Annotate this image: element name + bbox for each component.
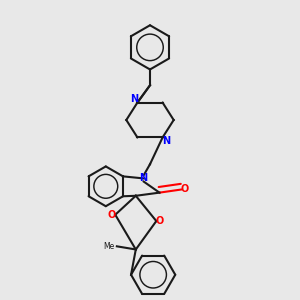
Text: Me: Me [103,242,115,251]
Text: O: O [181,184,189,194]
Text: O: O [108,210,116,220]
Text: O: O [155,216,164,226]
Text: N: N [162,136,170,146]
Text: N: N [140,173,148,183]
Text: N: N [130,94,138,104]
